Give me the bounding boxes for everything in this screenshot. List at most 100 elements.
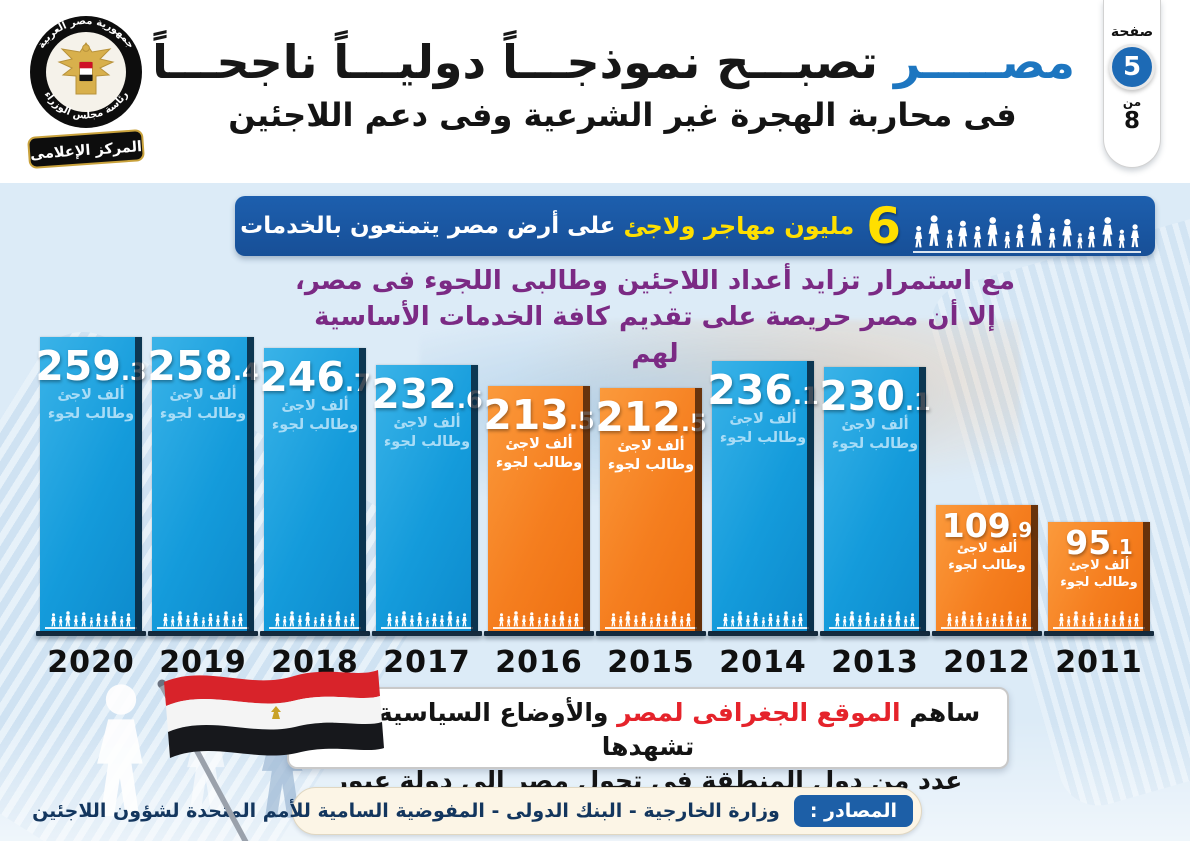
person-silhouette-icon: [1097, 617, 1101, 627]
person-silhouette-icon: [1127, 616, 1132, 627]
title-line2: فى محاربة الهجرة غير الشرعية وفى دعم الل…: [228, 95, 1017, 134]
flag-eagle-icon: [271, 706, 281, 719]
bar-unit-line2: وطالب لجوء: [271, 416, 359, 433]
person-silhouette-icon: [350, 613, 355, 627]
bar-2014: 236.1 ألف لاجئ وطالب لجوء: [707, 361, 819, 631]
person-silhouette-icon: [991, 613, 997, 627]
person-silhouette-icon: [849, 611, 855, 627]
person-silhouette-icon: [834, 613, 840, 627]
person-silhouette-icon: [973, 226, 982, 248]
person-silhouette-icon: [879, 613, 885, 627]
logo-ribbon-text: المركز الإعلامى: [30, 139, 143, 163]
title-rest: تصبـــح نموذجـــاً دوليـــاً ناجحـــاً: [152, 35, 878, 89]
logo-emblem-icon: جمهورية مصر العربية رئاسة مجلس الوزراء ا…: [27, 16, 145, 169]
person-silhouette-icon: [1030, 213, 1042, 246]
person-silhouette-icon: [865, 612, 871, 627]
person-silhouette-icon: [961, 611, 967, 627]
bar-2012: 109.9 ألف لاجئ وطالب لجوء: [936, 505, 1038, 631]
person-silhouette-icon: [679, 616, 684, 627]
person-silhouette-icon: [1015, 224, 1024, 248]
people-silhouettes-icon: [381, 611, 473, 629]
person-silhouette-icon: [783, 611, 789, 627]
banner-number: 6: [866, 197, 901, 255]
year-label-2015: 2015: [607, 645, 695, 680]
person-silhouette-icon: [431, 613, 437, 627]
person-silhouette-icon: [649, 617, 653, 627]
bar-baseline: [484, 631, 594, 636]
bar-unit-line2: وطالب لجوء: [383, 433, 471, 450]
bar-unit-line2: وطالب لجوء: [159, 405, 247, 422]
person-silhouette-icon: [767, 613, 773, 627]
person-silhouette-icon: [686, 613, 691, 627]
bar-unit-line1: ألف لاجئ: [169, 386, 237, 403]
person-silhouette-icon: [119, 616, 124, 627]
bar-unit-line1: ألف لاجئ: [729, 410, 797, 427]
person-silhouette-icon: [305, 612, 311, 627]
person-silhouette-icon: [551, 615, 556, 627]
bar-2016: 213.5 ألف لاجئ وطالب لجوء: [483, 386, 595, 631]
bar-value: 95.1: [1065, 523, 1133, 562]
bar-value: 259.3: [35, 342, 147, 390]
person-silhouette-icon: [193, 612, 199, 627]
bar-baseline: [708, 631, 818, 636]
person-silhouette-icon: [1082, 615, 1087, 627]
bar-2019: 258.4 ألف لاجئ وطالب لجوء: [147, 337, 259, 631]
person-silhouette-icon: [215, 615, 220, 627]
bar-unit-line1: ألف لاجئ: [393, 414, 461, 431]
page-title: مصـــــر تصبـــح نموذجـــاً دوليـــاً نا…: [152, 34, 1075, 134]
person-silhouette-icon: [775, 615, 780, 627]
intro-line1: مع استمرار تزايد أعداد اللاجئين وطالبى ا…: [294, 266, 1015, 296]
person-silhouette-icon: [455, 616, 460, 627]
person-silhouette-icon: [1077, 233, 1083, 249]
page-of-label: من: [1122, 95, 1142, 109]
person-silhouette-icon: [386, 613, 392, 627]
bar-value: 246.7: [259, 353, 371, 401]
bar-unit-line2: وطالب لجوء: [47, 405, 135, 422]
person-silhouette-icon: [625, 611, 631, 627]
person-silhouette-icon: [1048, 227, 1056, 248]
bar-baseline: [260, 631, 370, 636]
person-silhouette-icon: [946, 229, 953, 248]
person-silhouette-icon: [887, 615, 892, 627]
person-silhouette-icon: [873, 617, 877, 627]
person-silhouette-icon: [954, 616, 959, 627]
person-silhouette-icon: [798, 613, 803, 627]
person-silhouette-icon: [791, 616, 796, 627]
year-label-2019: 2019: [159, 645, 247, 680]
person-silhouette-icon: [506, 616, 511, 627]
person-silhouette-icon: [634, 615, 639, 627]
year-label-2016: 2016: [495, 645, 583, 680]
egypt-eagle-icon: [57, 42, 115, 95]
person-silhouette-icon: [289, 611, 295, 627]
bar-baseline: [932, 631, 1042, 636]
person-silhouette-icon: [1022, 613, 1027, 627]
person-silhouette-icon: [126, 613, 131, 627]
year-label-2011: 2011: [1055, 645, 1143, 680]
person-silhouette-icon: [319, 613, 325, 627]
chart-column-2018: 246.7 ألف لاجئ وطالب لجوء 2018: [259, 337, 371, 680]
bar-unit-line2: وطالب لجوء: [495, 454, 583, 471]
person-silhouette-icon: [335, 611, 341, 627]
person-silhouette-icon: [1130, 224, 1139, 248]
person-silhouette-icon: [1102, 217, 1113, 247]
person-silhouette-icon: [74, 615, 79, 627]
person-silhouette-icon: [761, 617, 765, 627]
person-silhouette-icon: [95, 613, 101, 627]
bar-value: 230.1: [819, 372, 931, 420]
person-silhouette-icon: [895, 611, 901, 627]
person-silhouette-icon: [170, 616, 175, 627]
bar-unit-line2: وطالب لجوء: [831, 435, 919, 452]
people-silhouettes-icon: [605, 611, 697, 629]
person-silhouette-icon: [394, 616, 399, 627]
bar-2018: 246.7 ألف لاجئ وطالب لجوء: [259, 348, 371, 631]
bar-unit-line2: وطالب لجوء: [948, 558, 1026, 574]
year-label-2013: 2013: [831, 645, 919, 680]
refugees-bar-chart: 259.3 ألف لاجئ وطالب لجوء 2020 258.4 ألف لاجئ…: [35, 337, 1154, 680]
banner-rest-text: على أرض مصر يتمتعون بالخدمات الأساسية: [235, 213, 616, 239]
person-silhouette-icon: [65, 611, 71, 627]
people-silhouettes-icon: [45, 611, 137, 629]
bar-value: 258.4: [147, 342, 259, 390]
person-silhouette-icon: [81, 612, 87, 627]
people-silhouettes-icon: [269, 611, 361, 629]
